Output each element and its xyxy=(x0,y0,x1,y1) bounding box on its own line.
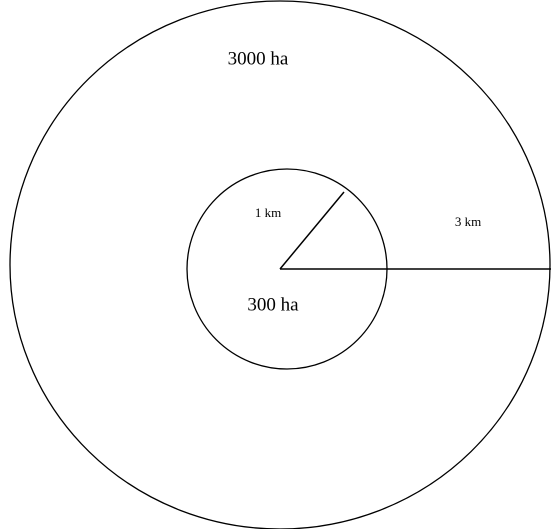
outer-radius-label: 3 km xyxy=(455,214,481,229)
inner-area-label: 300 ha xyxy=(247,294,299,315)
outer-area-label: 3000 ha xyxy=(228,48,289,69)
inner-radius xyxy=(279,191,345,270)
outer-circle xyxy=(9,0,551,529)
inner-radius-label: 1 km xyxy=(255,205,281,220)
